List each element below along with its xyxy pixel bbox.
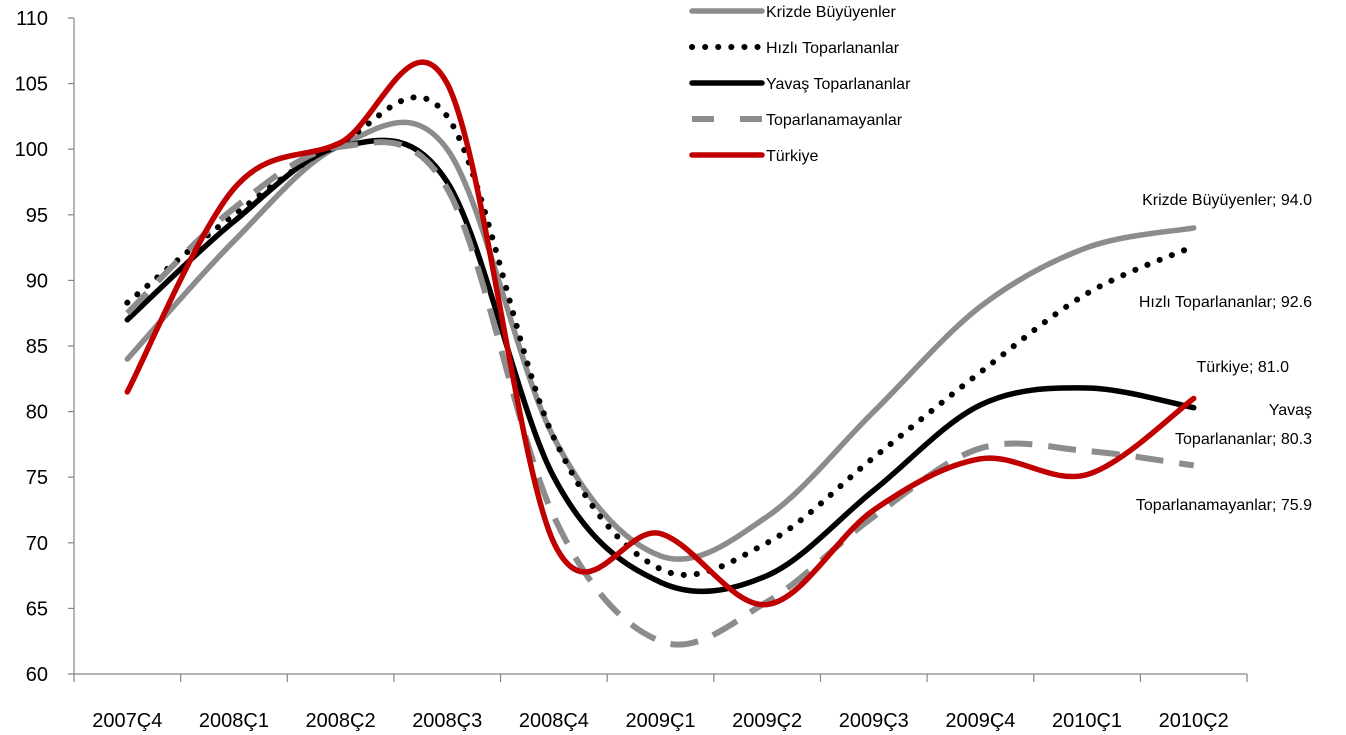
x-tick-label: 2009Ç4 xyxy=(945,710,1015,732)
series-line-yavas-toparlananlar xyxy=(124,137,1197,595)
series-line-krizde-buyuyenler xyxy=(124,119,1197,562)
data-label-krizde-buyuyenler: Krizde Büyüyenler; 94.0 xyxy=(1142,192,1312,209)
legend-label-toparlanamayanlar: Toparlanamayanlar xyxy=(766,112,903,129)
y-tick-label: 70 xyxy=(26,533,48,555)
data-label-yavas-toparlananlar: Yavaş Toparlananlar; 80.3 xyxy=(1175,402,1312,448)
legend-label-hizli-toparlananlar: Hızlı Toparlananlar xyxy=(766,40,900,57)
series-line-turkiye xyxy=(124,59,1197,608)
legend-label-yavas-toparlananlar: Yavaş Toparlananlar xyxy=(766,76,911,93)
annotations: Krizde Büyüyenler; 94.0 Hızlı Toparlananl… xyxy=(1136,192,1312,514)
y-tick-label: 90 xyxy=(26,270,48,292)
x-tick-label: 2007Ç4 xyxy=(92,710,162,732)
y-tick-label: 105 xyxy=(15,74,48,96)
y-tick-label: 95 xyxy=(26,205,48,227)
x-tick-label: 2010Ç2 xyxy=(1159,710,1229,732)
x-tick-label: 2009Ç1 xyxy=(625,710,695,732)
x-tick-label: 2008Ç1 xyxy=(199,710,269,732)
x-tick-label: 2009Ç3 xyxy=(839,710,909,732)
y-tick-label: 100 xyxy=(15,139,48,161)
axes: 60 65 70 75 80 85 90 95 100 105 110 2007Ç4 2008Ç1 200… xyxy=(15,8,1248,732)
data-label-hizli-toparlananlar: Hızlı Toparlananlar; 92.6 xyxy=(1139,294,1312,311)
y-tick-label: 65 xyxy=(26,598,48,620)
x-tick-label: 2008Ç3 xyxy=(412,710,482,732)
x-tick-label: 2008Ç4 xyxy=(519,710,589,732)
y-tick-label: 80 xyxy=(26,402,48,424)
data-label-turkiye: Türkiye; 81.0 xyxy=(1197,359,1290,376)
y-tick-label: 85 xyxy=(26,336,48,358)
legend-label-turkiye: Türkiye xyxy=(766,148,819,165)
legend: Krizde Büyüyenler Hızlı Toparlananlar Yava… xyxy=(689,4,911,165)
series-line-toparlanamayanlar xyxy=(125,139,1195,648)
series-layer xyxy=(124,59,1197,648)
x-tick-label: 2009Ç2 xyxy=(732,710,802,732)
y-tick-label: 110 xyxy=(16,8,48,30)
series-line-hizli-toparlananlar xyxy=(124,94,1197,578)
y-tick-label: 75 xyxy=(26,467,48,489)
y-tick-label: 60 xyxy=(26,664,48,686)
x-tick-label: 2008Ç2 xyxy=(306,710,376,732)
x-tick-label: 2010Ç1 xyxy=(1052,710,1122,732)
data-label-toparlanamayanlar: Toparlanamayanlar; 75.9 xyxy=(1136,497,1312,514)
legend-label-krizde-buyuyenler: Krizde Büyüyenler xyxy=(766,4,897,21)
